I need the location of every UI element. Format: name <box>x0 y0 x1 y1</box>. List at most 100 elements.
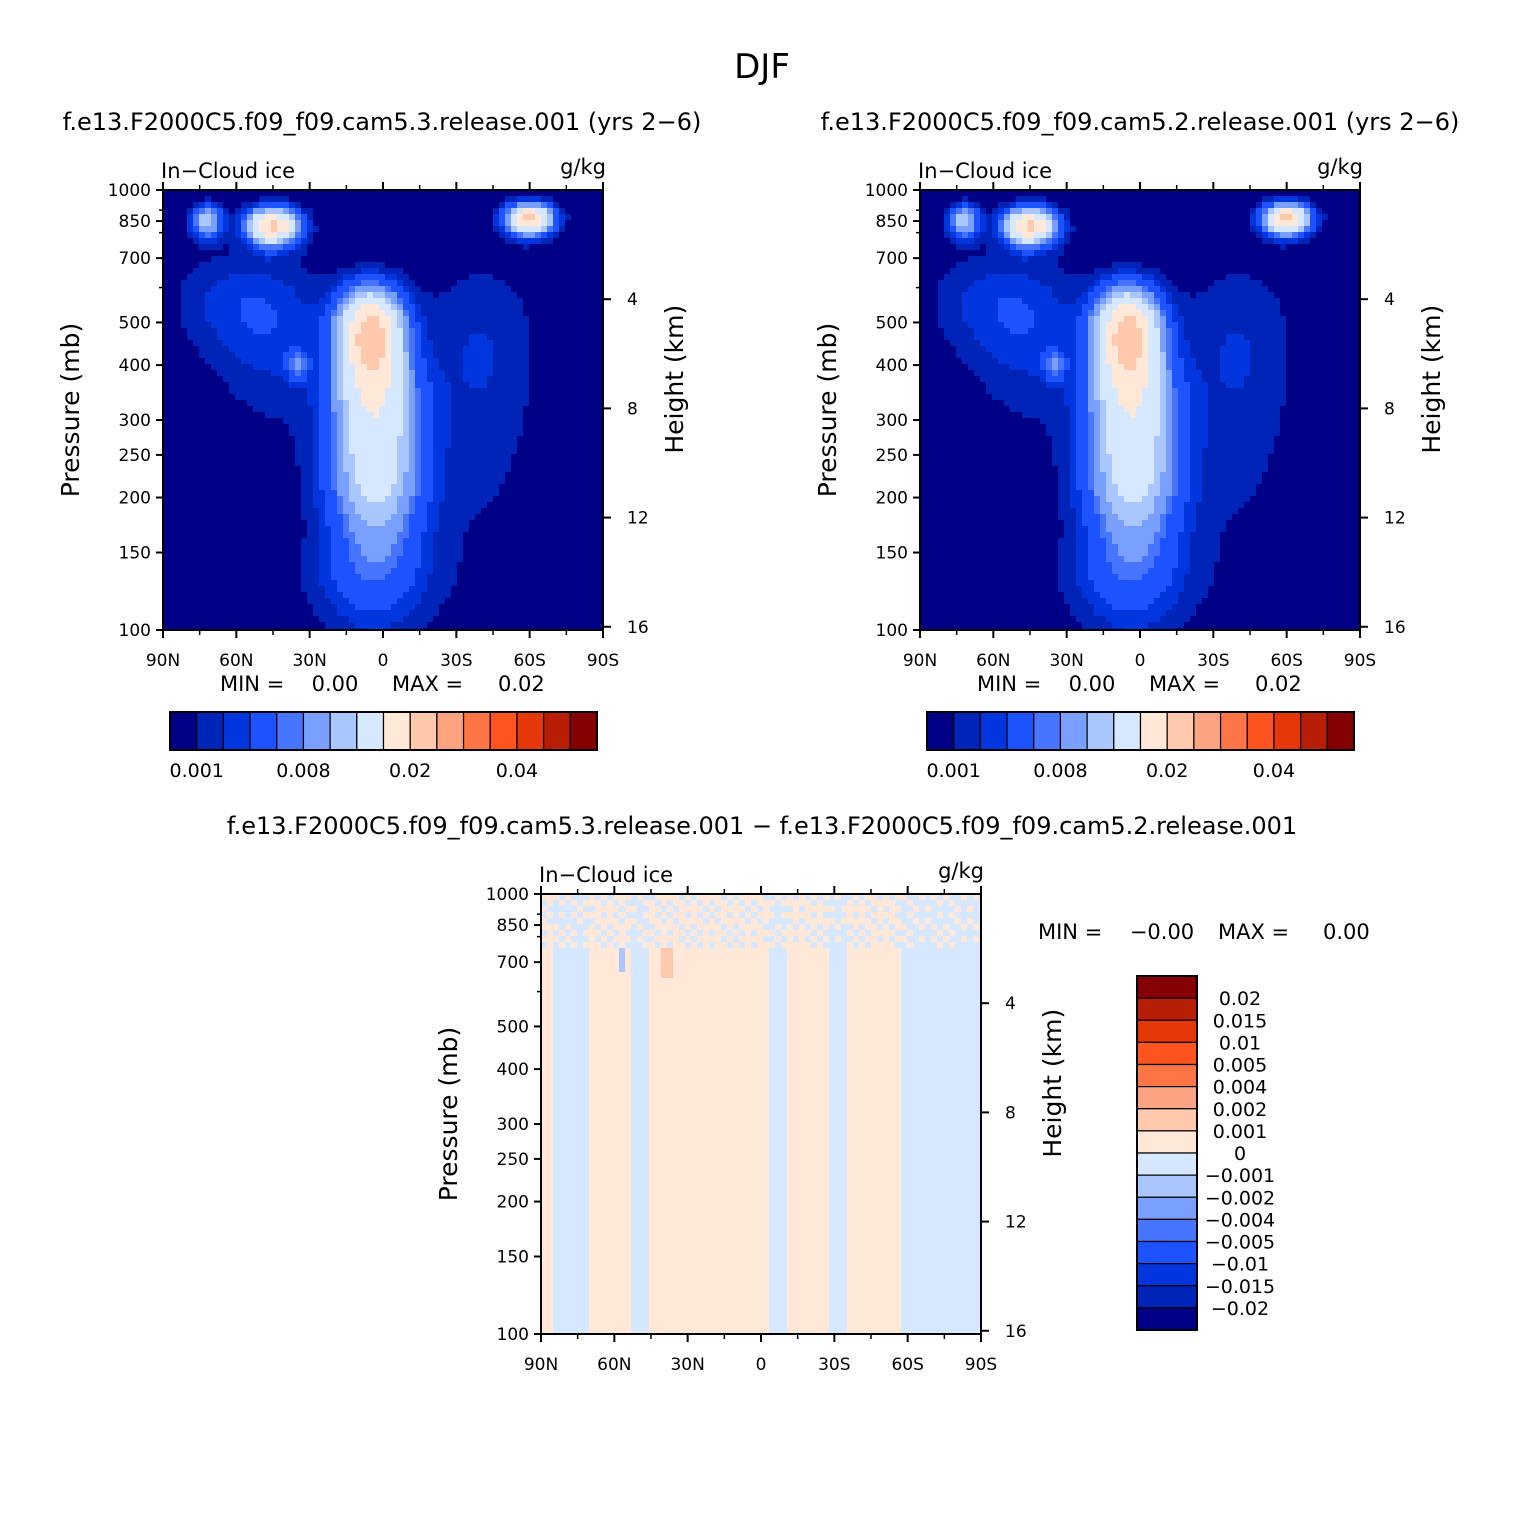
field-cell <box>571 586 578 593</box>
field-cell <box>193 580 200 587</box>
field-cell <box>427 580 434 587</box>
field-cell <box>415 226 422 233</box>
field-cell <box>433 280 440 287</box>
field-cell <box>385 490 392 497</box>
field-cell <box>331 418 338 425</box>
field-cell <box>457 262 464 269</box>
field-cell <box>511 346 518 353</box>
field-cell <box>475 298 482 305</box>
field-cell <box>505 286 512 293</box>
field-cell <box>373 406 380 413</box>
field-cell <box>553 448 560 455</box>
field-cell <box>409 226 416 233</box>
field-cell <box>595 274 602 281</box>
field-cell <box>271 364 278 371</box>
field-cell <box>379 298 386 305</box>
field-cell <box>577 508 584 515</box>
field-cell <box>493 298 500 305</box>
field-cell <box>523 232 530 239</box>
field-cell <box>277 244 284 251</box>
field-cell <box>163 304 170 311</box>
field-cell <box>337 310 344 317</box>
field-cell <box>463 322 470 329</box>
field-cell <box>409 526 416 533</box>
field-cell <box>529 298 536 305</box>
field-cell <box>475 394 482 401</box>
field-cell <box>283 196 290 203</box>
field-cell <box>187 574 194 581</box>
field-cell <box>469 550 476 557</box>
field-cell <box>559 262 566 269</box>
field-cell <box>583 448 590 455</box>
field-cell <box>493 196 500 203</box>
field-cell <box>217 436 224 443</box>
field-cell <box>571 484 578 491</box>
field-cell <box>577 382 584 389</box>
field-cell <box>253 244 260 251</box>
field-cell <box>277 328 284 335</box>
field-cell <box>511 538 518 545</box>
field-cell <box>211 190 218 197</box>
field-cell <box>379 196 386 203</box>
field-cell <box>211 286 218 293</box>
field-cell <box>175 466 182 473</box>
field-cell <box>559 202 566 209</box>
field-cell <box>595 340 602 347</box>
field-cell <box>181 574 188 581</box>
field-cell <box>487 352 494 359</box>
field-cell <box>175 268 182 275</box>
field-cell <box>553 238 560 245</box>
field-cell <box>199 466 206 473</box>
field-cell <box>463 580 470 587</box>
field-cell <box>181 376 188 383</box>
field-cell <box>499 436 506 443</box>
field-cell <box>385 244 392 251</box>
field-cell <box>331 538 338 545</box>
field-cell <box>517 484 524 491</box>
field-cell <box>523 250 530 257</box>
field-cell <box>169 490 176 497</box>
field-cell <box>499 472 506 479</box>
field-cell <box>277 472 284 479</box>
field-cell <box>361 514 368 521</box>
field-cell <box>397 286 404 293</box>
field-cell <box>337 352 344 359</box>
field-cell <box>277 400 284 407</box>
field-cell <box>583 352 590 359</box>
field-cell <box>373 352 380 359</box>
field-cell <box>187 388 194 395</box>
field-cell <box>445 370 452 377</box>
field-cell <box>439 268 446 275</box>
field-cell <box>517 574 524 581</box>
field-cell <box>481 292 488 299</box>
field-cell <box>415 460 422 467</box>
field-cell <box>259 532 266 539</box>
field-cell <box>439 262 446 269</box>
field-cell <box>595 376 602 383</box>
field-cell <box>511 226 518 233</box>
field-cell <box>205 466 212 473</box>
field-cell <box>205 244 212 251</box>
field-cell <box>583 256 590 263</box>
field-cell <box>319 364 326 371</box>
field-cell <box>427 274 434 281</box>
field-cell <box>265 328 272 335</box>
field-cell <box>421 484 428 491</box>
field-cell <box>463 256 470 263</box>
field-cell <box>319 508 326 515</box>
field-cell <box>331 580 338 587</box>
field-cell <box>439 556 446 563</box>
field-cell <box>517 340 524 347</box>
field-cell <box>217 520 224 527</box>
field-cell <box>571 262 578 269</box>
field-cell <box>457 250 464 257</box>
field-cell <box>193 424 200 431</box>
field-cell <box>169 520 176 527</box>
field-cell <box>421 358 428 365</box>
field-cell <box>547 346 554 353</box>
field-cell <box>181 220 188 227</box>
field-cell <box>175 196 182 203</box>
field-cell <box>523 334 530 341</box>
field-cell <box>271 472 278 479</box>
field-cell <box>253 532 260 539</box>
